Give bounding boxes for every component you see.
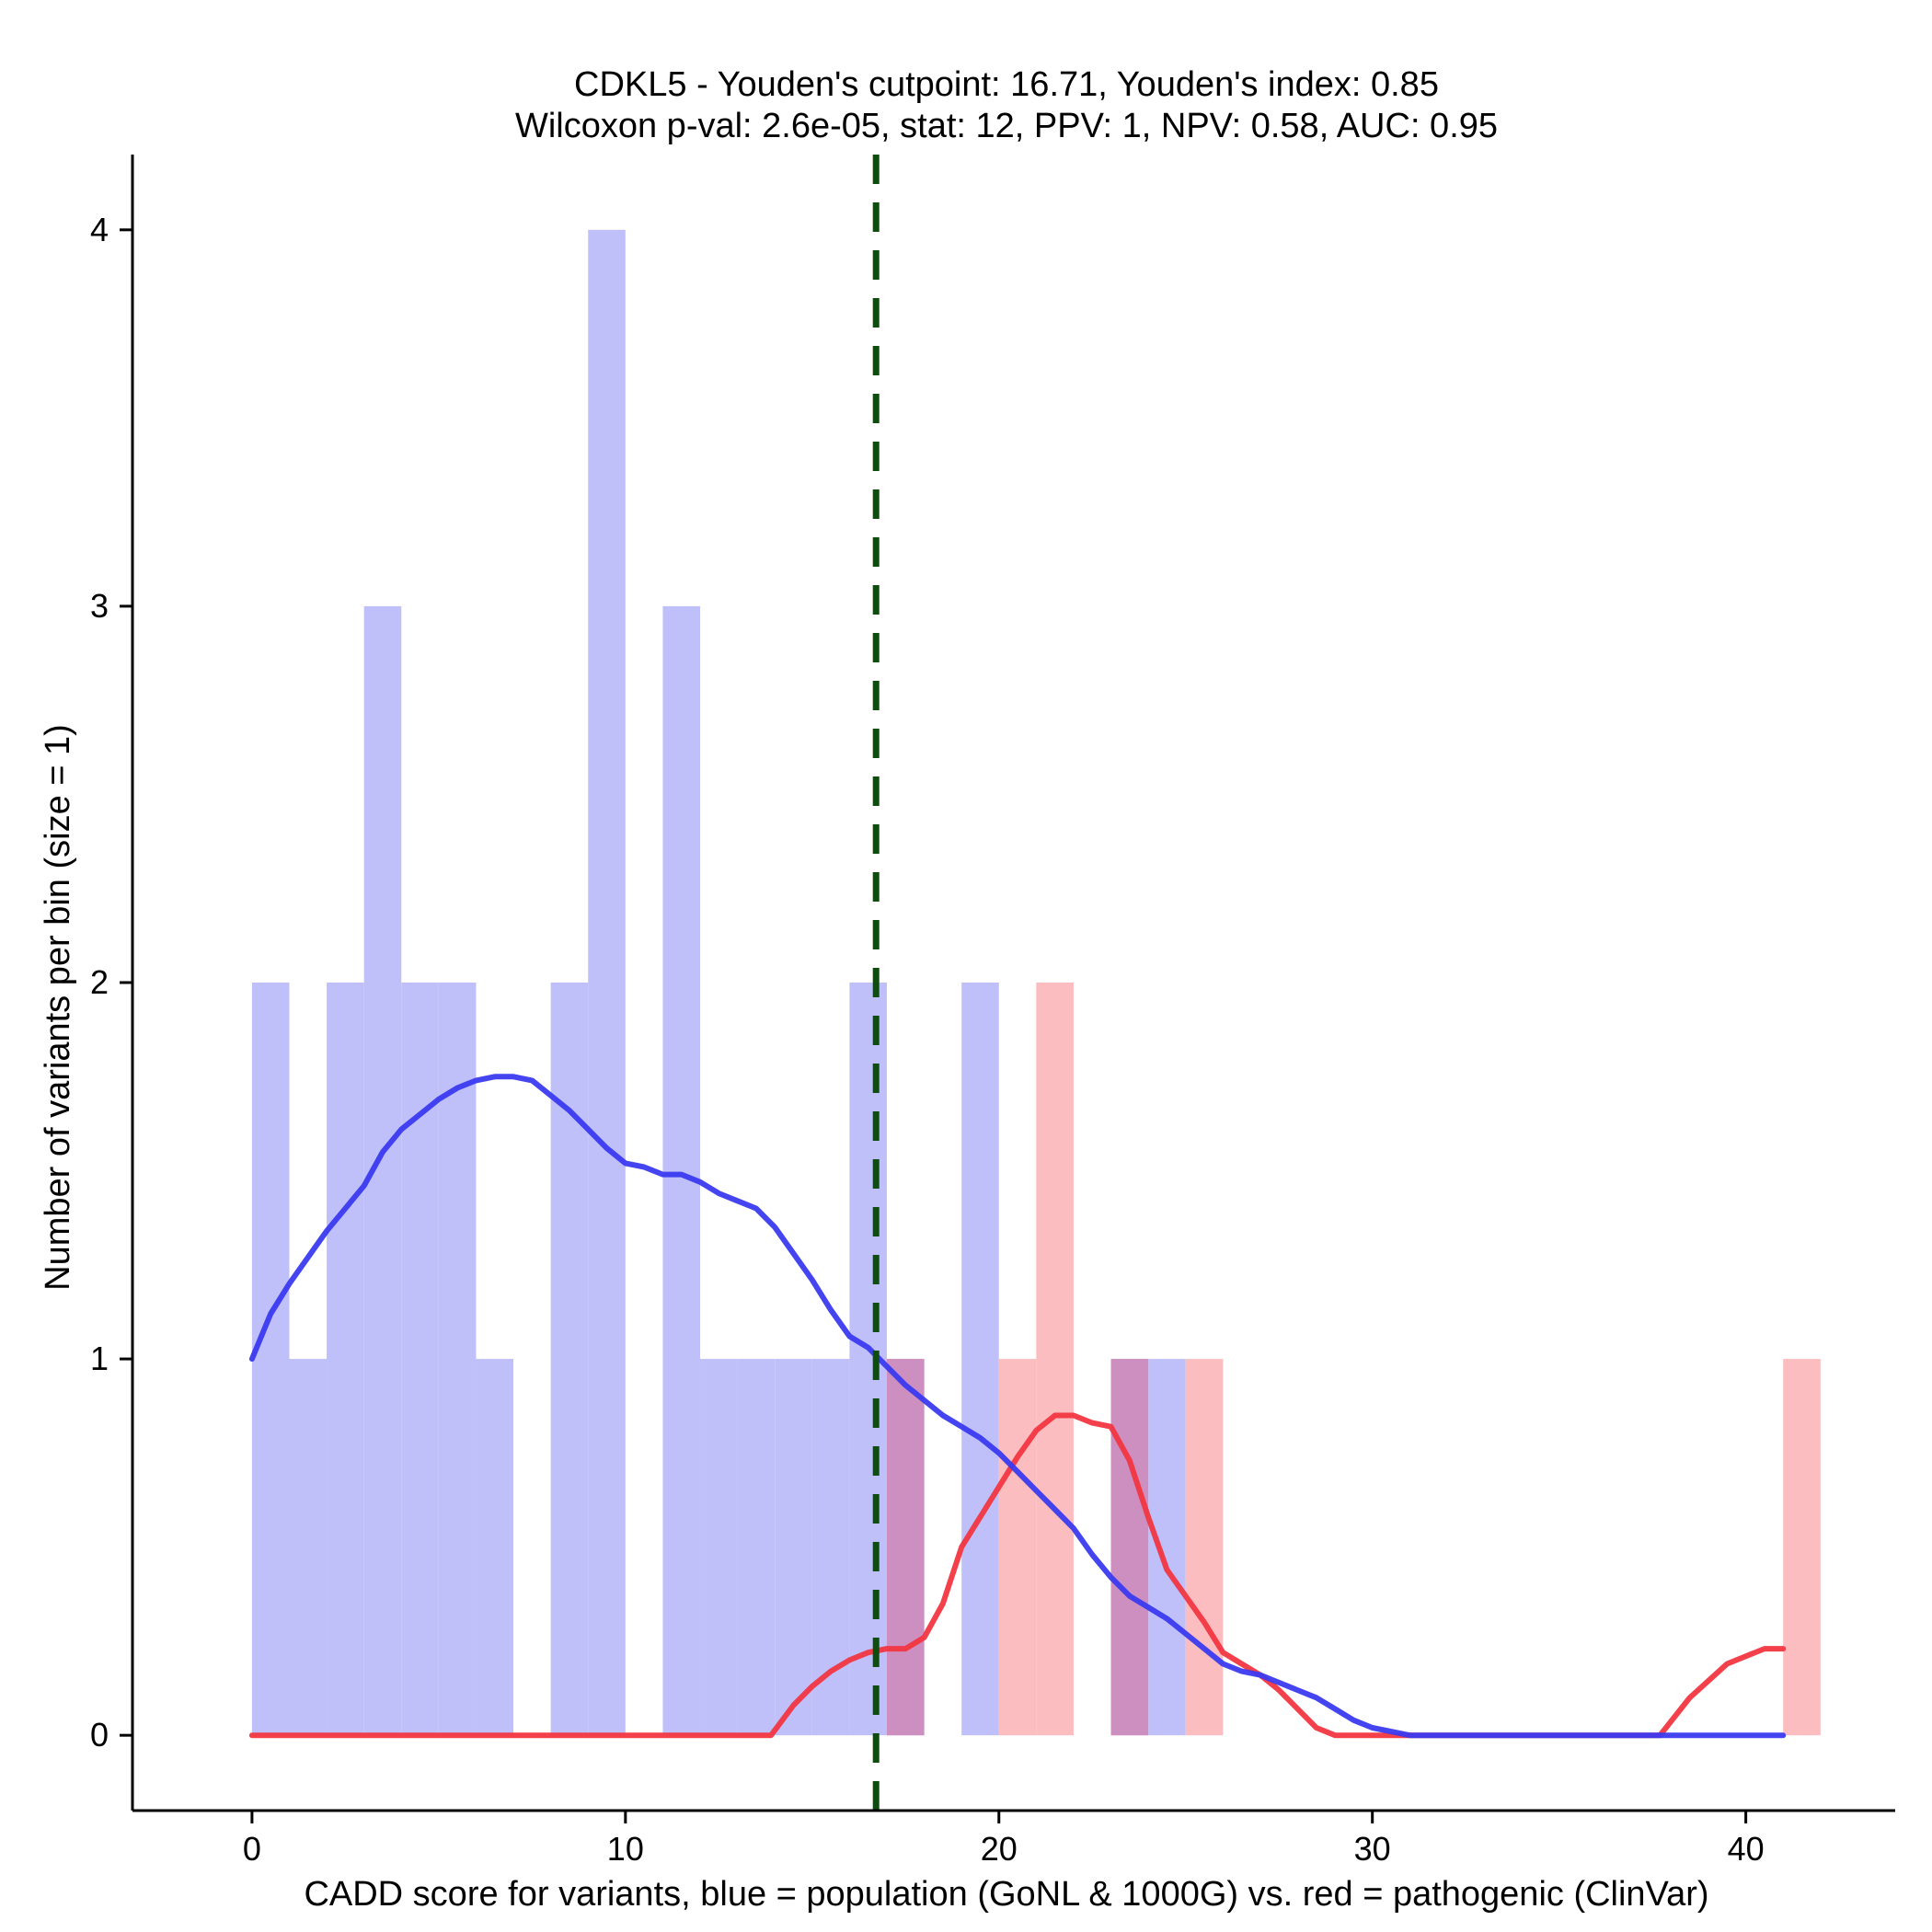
tick-marks: 0 10 20 30 40 0 1 2 3 4 (90, 211, 1765, 1868)
histogram-bars (251, 229, 1821, 1736)
overlap-bar (1110, 1359, 1149, 1736)
y-tick-label: 0 (90, 1716, 109, 1754)
population-bar (438, 983, 477, 1736)
chart-title: CDKL5 - Youden's cutpoint: 16.71, Youden… (515, 65, 1498, 145)
pathogenic-bar (1036, 983, 1074, 1736)
population-bar (289, 1359, 328, 1736)
population-bar (961, 983, 999, 1736)
y-tick-label: 2 (90, 963, 109, 1001)
x-tick-label: 20 (981, 1830, 1018, 1868)
population-bar (251, 983, 290, 1736)
y-axis-title: Number of variants per bin (size = 1) (39, 724, 77, 1291)
population-bar (700, 1359, 738, 1736)
pathogenic-bar (998, 1359, 1037, 1736)
x-tick-label: 40 (1728, 1830, 1765, 1868)
population-bar (476, 1359, 514, 1736)
population-bar (737, 1359, 776, 1736)
population-bar (1148, 1359, 1186, 1736)
population-bar (327, 983, 364, 1736)
population-bar (550, 983, 589, 1736)
population-bar (662, 605, 701, 1736)
population-density-line (248, 1074, 1787, 1739)
population-bar (401, 983, 439, 1736)
overlap-bar (886, 1359, 925, 1736)
x-tick-label: 10 (607, 1830, 644, 1868)
x-axis-title: CADD score for variants, blue = populati… (304, 1875, 1708, 1914)
pathogenic-density-line (248, 1412, 1787, 1739)
x-tick-label: 30 (1354, 1830, 1391, 1868)
pathogenic-bar (1185, 1359, 1224, 1736)
title-line-2: Wilcoxon p-val: 2.6e-05, stat: 12, PPV: … (515, 107, 1498, 145)
pathogenic-bar (1783, 1359, 1821, 1736)
population-bar (775, 1359, 812, 1736)
y-tick-label: 3 (90, 587, 109, 625)
title-line-1: CDKL5 - Youden's cutpoint: 16.71, Youden… (574, 65, 1439, 104)
x-tick-label: 0 (243, 1830, 261, 1868)
density-curves (248, 1074, 1787, 1739)
y-tick-label: 1 (90, 1340, 109, 1377)
population-bar (588, 229, 626, 1736)
y-tick-label: 4 (90, 211, 109, 248)
